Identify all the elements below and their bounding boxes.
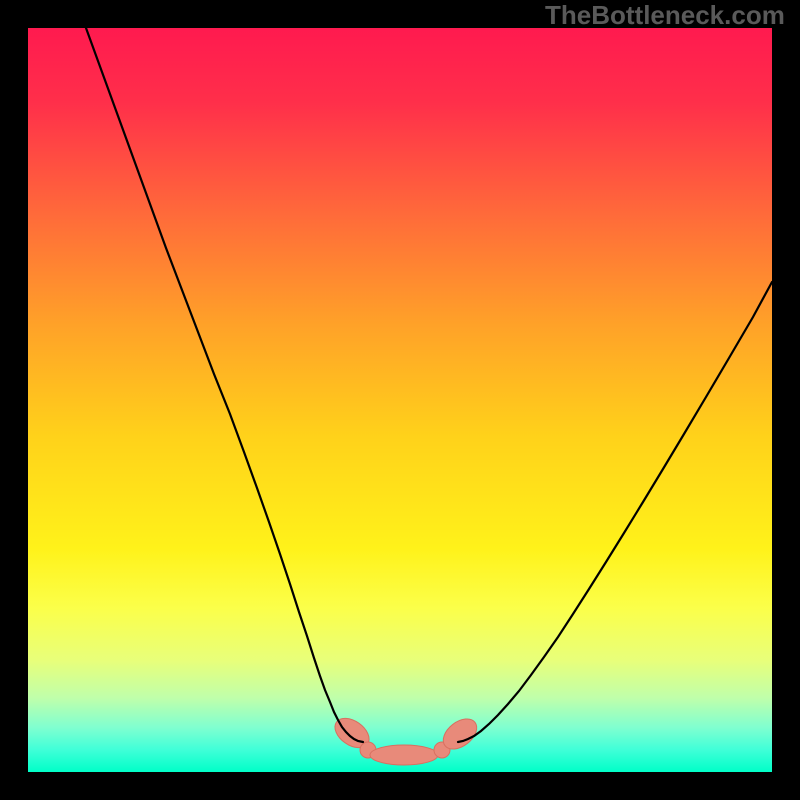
plot-area — [28, 28, 772, 772]
watermark-text: TheBottleneck.com — [545, 0, 785, 31]
curve-right — [458, 282, 772, 742]
curve-left — [86, 28, 363, 742]
chart-svg — [28, 28, 772, 772]
